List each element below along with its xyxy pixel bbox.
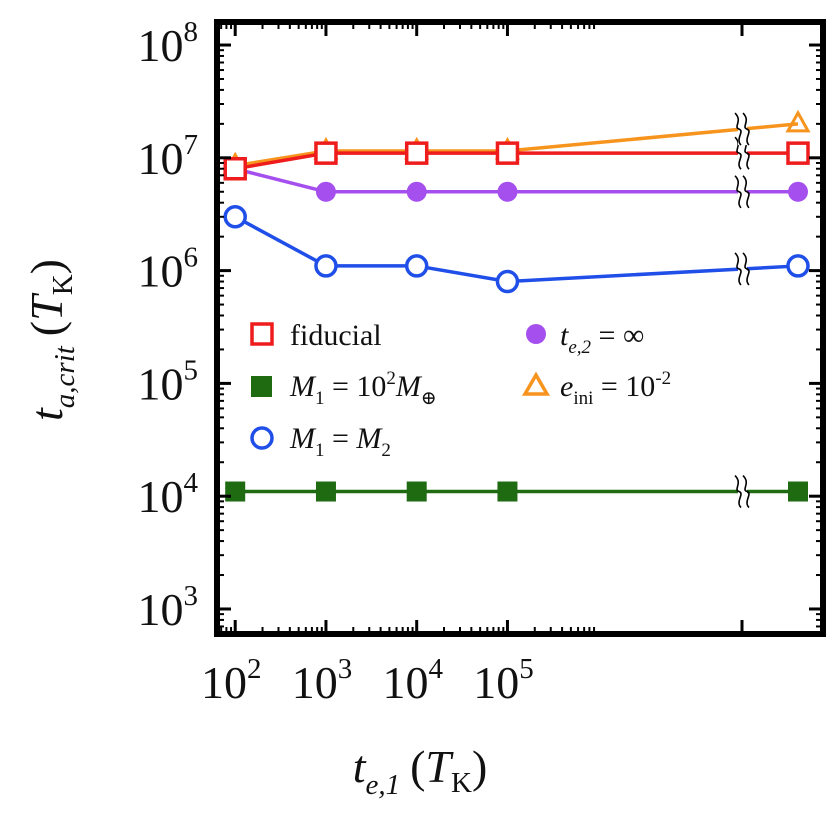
legend-label-eini: eini = 10-2: [560, 368, 671, 409]
legend-marker-m1-1e2: [251, 376, 272, 397]
y-tick-label: 107: [138, 129, 199, 184]
legend: fiducial M1 = 102M⊕ M1 = M2 te,2 = ∞ ein…: [250, 319, 671, 461]
x-tick-label: 105: [473, 653, 533, 708]
legend-entry-m1-1e2: M1 = 102M⊕: [251, 368, 437, 409]
axis-break-squiggle: [742, 474, 750, 509]
data-point-te2-inf: [497, 181, 518, 202]
legend-label-m1-eq-m2: M1 = M2: [289, 422, 391, 461]
legend-marker-m1-eq-m2: [250, 426, 274, 450]
y-tick-label: 106: [138, 242, 199, 297]
data-point-m1-1e2: [315, 481, 336, 502]
legend-entry-eini: eini = 10-2: [521, 368, 671, 409]
axis-break-squiggle: [742, 252, 750, 286]
axis-ticks: [217, 22, 823, 634]
legend-marker-fiducial: [250, 322, 274, 346]
series-m1-1e2: [225, 481, 808, 502]
plot-frame: [214, 19, 826, 637]
legend-marker-te2-inf: [526, 324, 546, 344]
data-point-fiducial: [786, 141, 810, 165]
data-point-fiducial: [223, 156, 247, 181]
data-point-m1-1e2: [225, 481, 246, 502]
legend-entry-fiducial: fiducial: [250, 319, 382, 352]
series-layer: [222, 109, 811, 502]
axis-break-gap: [738, 252, 747, 285]
y-tick-label: 103: [138, 580, 199, 635]
x-axis-title: te,1 (TK): [353, 741, 488, 801]
x-tick-label: 103: [292, 653, 353, 708]
axis-breaks: [734, 112, 750, 509]
data-point-fiducial: [404, 141, 429, 165]
series-fiducial: [223, 141, 810, 181]
data-point-m1-eq-m2: [223, 205, 247, 229]
legend-label-fiducial: fiducial: [290, 319, 382, 352]
axis-break-gap: [738, 475, 747, 508]
axis-break-gap: [738, 113, 747, 146]
axis-break-squiggle: [734, 252, 742, 286]
y-axis-title: ta,crit(TK): [21, 259, 81, 421]
axis-break-squiggle: [734, 112, 742, 146]
data-point-m1-eq-m2: [495, 269, 520, 294]
data-point-fiducial: [495, 141, 520, 165]
axis-break-gap: [738, 175, 747, 208]
data-point-m1-1e2: [406, 481, 427, 502]
data-point-eini: [785, 109, 811, 133]
data-point-fiducial: [314, 141, 338, 165]
axis-break-squiggle: [742, 175, 750, 209]
data-point-m1-eq-m2: [404, 254, 429, 278]
legend-label-m1-1e2: M1 = 102M⊕: [289, 368, 437, 409]
axis-break-squiggle: [742, 112, 750, 146]
axis-break-squiggle: [734, 175, 742, 209]
series-m1-eq-m2: [223, 205, 810, 294]
data-point-te2-inf: [315, 181, 336, 202]
data-point-m1-1e2: [788, 481, 808, 502]
data-point-te2-inf: [406, 181, 427, 202]
axis-break-squiggle: [734, 474, 742, 509]
x-tick-label: 104: [382, 653, 443, 708]
axis-break-gap: [738, 137, 747, 170]
data-point-m1-1e2: [497, 481, 518, 502]
data-point-te2-inf: [788, 181, 808, 202]
y-tick-label: 104: [138, 467, 199, 522]
legend-label-te2-inf: te,2 = ∞: [560, 319, 644, 358]
legend-entry-te2-inf: te,2 = ∞: [526, 319, 644, 358]
y-tick-label: 105: [138, 354, 199, 409]
x-tick-label: 102: [201, 653, 262, 708]
legend-marker-eini: [521, 371, 551, 396]
legend-entry-m1-eq-m2: M1 = M2: [250, 422, 391, 461]
data-point-m1-eq-m2: [314, 254, 338, 278]
data-point-m1-eq-m2: [786, 254, 810, 278]
series-te2-inf: [225, 158, 808, 202]
y-tick-label: 108: [138, 16, 199, 71]
